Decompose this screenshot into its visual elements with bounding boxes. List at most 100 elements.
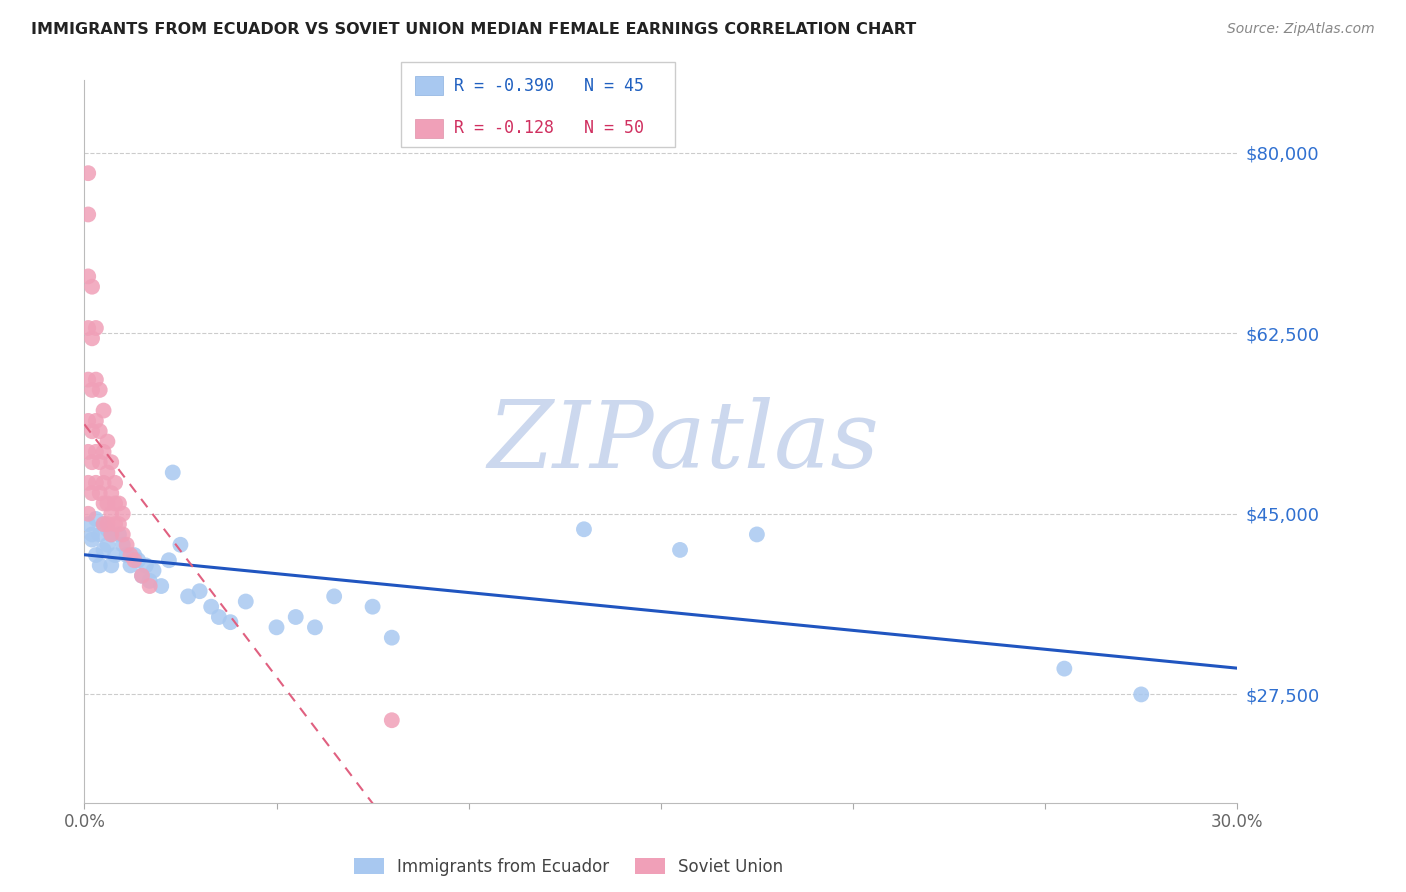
Point bbox=[1053, 662, 1076, 676]
Point bbox=[124, 553, 146, 567]
Point bbox=[104, 517, 127, 532]
Point bbox=[150, 579, 173, 593]
Point bbox=[323, 590, 346, 604]
Point bbox=[77, 414, 100, 428]
Point bbox=[89, 527, 111, 541]
Point bbox=[169, 538, 191, 552]
Point bbox=[100, 507, 122, 521]
Point bbox=[80, 331, 103, 345]
Point bbox=[89, 558, 111, 573]
Point bbox=[111, 538, 134, 552]
Point bbox=[89, 383, 111, 397]
Point bbox=[1130, 687, 1153, 701]
Point bbox=[93, 517, 115, 532]
Text: ZIPatlas: ZIPatlas bbox=[488, 397, 880, 486]
Point bbox=[108, 517, 131, 532]
Point bbox=[162, 466, 184, 480]
Point bbox=[89, 424, 111, 438]
Point bbox=[77, 269, 100, 284]
Point bbox=[80, 455, 103, 469]
Point bbox=[120, 548, 142, 562]
Point bbox=[669, 542, 692, 557]
Point bbox=[93, 542, 115, 557]
Point bbox=[135, 558, 157, 573]
Point bbox=[84, 373, 107, 387]
Point bbox=[100, 527, 122, 541]
Point bbox=[157, 553, 180, 567]
Point bbox=[131, 568, 153, 582]
Point bbox=[80, 383, 103, 397]
Point bbox=[80, 279, 103, 293]
Point bbox=[84, 445, 107, 459]
Point bbox=[96, 434, 118, 449]
Point bbox=[84, 548, 107, 562]
Point bbox=[120, 558, 142, 573]
Point bbox=[100, 455, 122, 469]
Legend: Immigrants from Ecuador, Soviet Union: Immigrants from Ecuador, Soviet Union bbox=[347, 851, 790, 882]
Point bbox=[80, 486, 103, 500]
Point bbox=[96, 496, 118, 510]
Point bbox=[96, 538, 118, 552]
Point bbox=[115, 538, 138, 552]
Point bbox=[96, 522, 118, 536]
Point bbox=[100, 486, 122, 500]
Point bbox=[104, 496, 127, 510]
Point bbox=[100, 527, 122, 541]
Point bbox=[80, 527, 103, 541]
Point bbox=[188, 584, 211, 599]
Point bbox=[266, 620, 288, 634]
Point bbox=[84, 414, 107, 428]
Point bbox=[84, 321, 107, 335]
Point bbox=[89, 486, 111, 500]
Point bbox=[115, 548, 138, 562]
Point bbox=[93, 403, 115, 417]
Point bbox=[572, 522, 595, 536]
Point bbox=[108, 496, 131, 510]
Point bbox=[93, 517, 115, 532]
Point bbox=[361, 599, 384, 614]
Point bbox=[93, 496, 115, 510]
Point bbox=[138, 579, 160, 593]
Point bbox=[100, 558, 122, 573]
Point bbox=[381, 713, 404, 727]
Point bbox=[124, 548, 146, 562]
Point bbox=[104, 548, 127, 562]
Text: R = -0.390   N = 45: R = -0.390 N = 45 bbox=[454, 77, 644, 95]
Text: IMMIGRANTS FROM ECUADOR VS SOVIET UNION MEDIAN FEMALE EARNINGS CORRELATION CHART: IMMIGRANTS FROM ECUADOR VS SOVIET UNION … bbox=[31, 22, 917, 37]
Point bbox=[80, 533, 103, 547]
Point bbox=[84, 475, 107, 490]
Point bbox=[219, 615, 242, 630]
Point bbox=[77, 166, 100, 180]
Point bbox=[745, 527, 768, 541]
Point bbox=[200, 599, 222, 614]
Point bbox=[381, 631, 404, 645]
Point bbox=[138, 574, 160, 588]
Point bbox=[77, 321, 100, 335]
Point bbox=[77, 207, 100, 221]
Point bbox=[284, 610, 307, 624]
Text: Source: ZipAtlas.com: Source: ZipAtlas.com bbox=[1227, 22, 1375, 37]
Point bbox=[235, 594, 257, 608]
Point bbox=[89, 455, 111, 469]
Point bbox=[104, 475, 127, 490]
Point bbox=[84, 512, 107, 526]
Point bbox=[111, 507, 134, 521]
Point bbox=[304, 620, 326, 634]
Point bbox=[111, 527, 134, 541]
Point bbox=[127, 553, 149, 567]
Point bbox=[177, 590, 200, 604]
Point bbox=[77, 475, 100, 490]
Point bbox=[96, 517, 118, 532]
Point bbox=[142, 564, 165, 578]
Point bbox=[93, 475, 115, 490]
Point bbox=[93, 445, 115, 459]
Point bbox=[77, 517, 100, 532]
Point bbox=[77, 373, 100, 387]
Text: R = -0.128   N = 50: R = -0.128 N = 50 bbox=[454, 120, 644, 137]
Point bbox=[96, 466, 118, 480]
Point bbox=[131, 568, 153, 582]
Point bbox=[108, 527, 131, 541]
Point bbox=[80, 424, 103, 438]
Point bbox=[77, 507, 100, 521]
Point bbox=[77, 445, 100, 459]
